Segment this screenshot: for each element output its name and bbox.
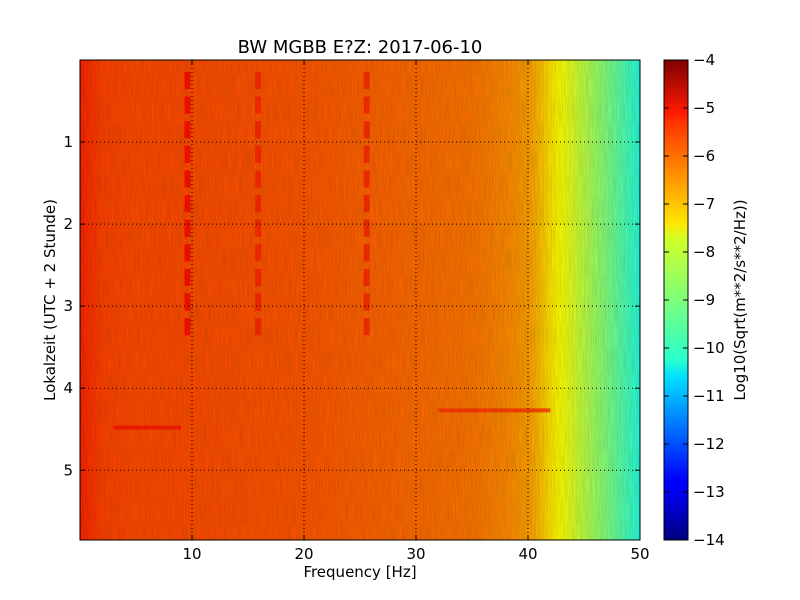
heatmap-texture <box>80 60 640 540</box>
y-tick-label: 3 <box>63 297 73 315</box>
x-axis-label: Frequency [Hz] <box>303 563 416 581</box>
plot-frame <box>79 59 641 541</box>
colorbar-axis: −4 −5 −6 −7 −8 −9 −10 −11 −12 −13 −14 <box>664 51 725 549</box>
colorbar-tick-label: −7 <box>693 195 715 213</box>
y-tick-label: 1 <box>63 133 73 151</box>
x-tick-label: 40 <box>518 545 537 563</box>
x-tick-label: 10 <box>182 545 201 563</box>
colorbar-tick-label: −6 <box>693 147 715 165</box>
y-axis: 1 2 3 4 5 <box>63 133 640 479</box>
colorbar-tick-label: −9 <box>693 291 715 309</box>
colorbar-label: Log10(Sqrt(m**2/s**2/Hz)) <box>731 199 749 400</box>
x-tick-label: 30 <box>406 545 425 563</box>
x-axis: 10 20 30 40 50 <box>182 60 650 563</box>
colorbar-tick-label: −8 <box>693 243 715 261</box>
chart-title: BW MGBB E?Z: 2017-06-10 <box>238 37 483 58</box>
colorbar-tick-label: −14 <box>693 531 725 549</box>
x-tick-label: 20 <box>294 545 313 563</box>
grid-lines <box>80 60 640 540</box>
colorbar-tick-label: −11 <box>693 387 725 405</box>
y-tick-label: 2 <box>63 215 73 233</box>
y-tick-label: 4 <box>63 379 73 397</box>
colorbar-tick-label: −13 <box>693 483 725 501</box>
x-tick-label: 50 <box>630 545 649 563</box>
colorbar-tick-label: −12 <box>693 435 725 453</box>
colorbar-tick-label: −10 <box>693 339 725 357</box>
colorbar-tick-label: −4 <box>693 51 715 69</box>
y-axis-label: Lokalzeit (UTC + 2 Stunde) <box>41 199 59 401</box>
colorbar-tick-label: −5 <box>693 99 715 117</box>
heatmap-area <box>80 60 640 540</box>
y-tick-label: 5 <box>63 461 73 479</box>
